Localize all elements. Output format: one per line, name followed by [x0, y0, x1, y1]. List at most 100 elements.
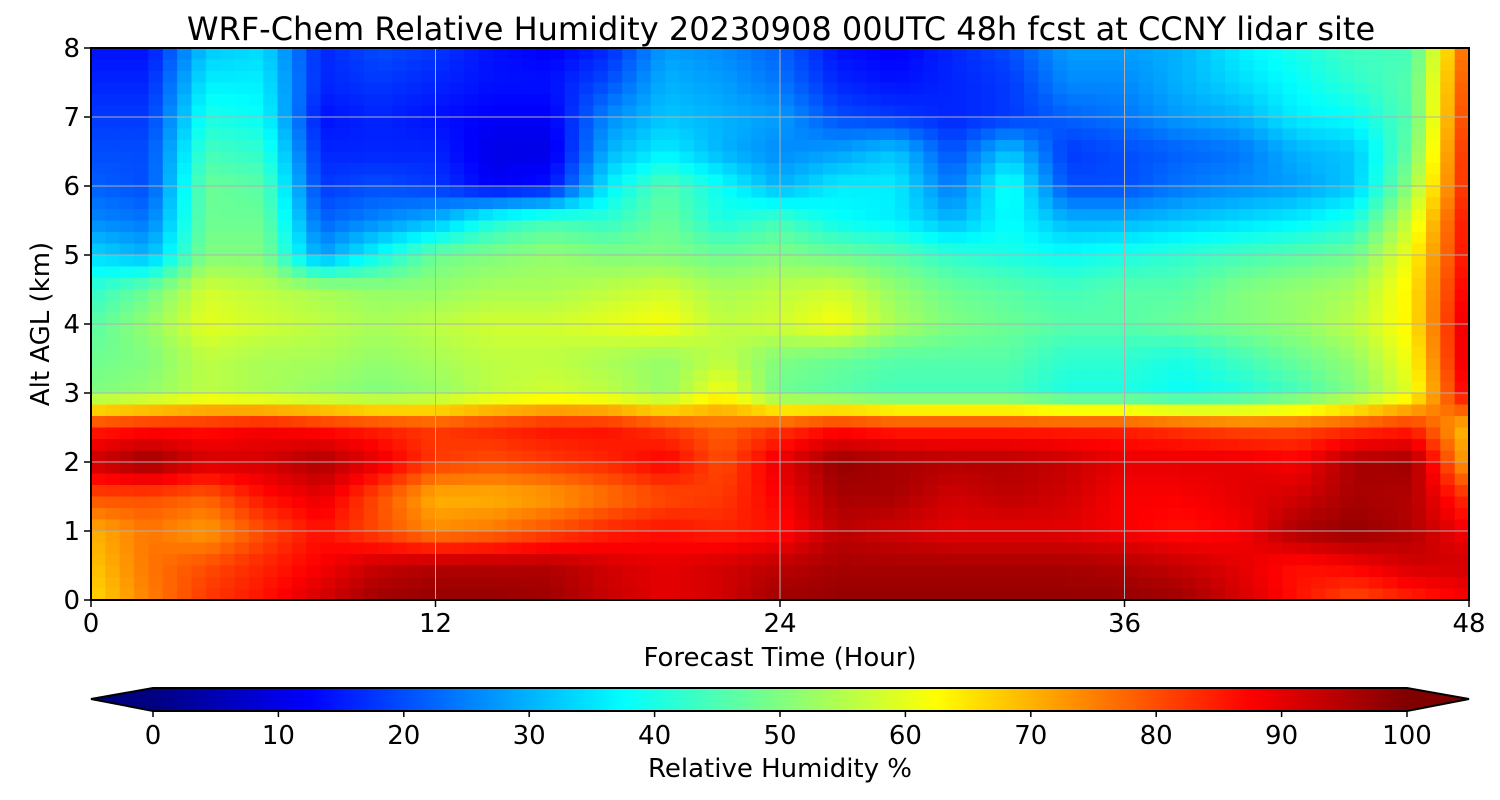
heatmap-cell — [406, 105, 422, 118]
heatmap-cell — [794, 508, 810, 521]
heatmap-cell — [535, 266, 551, 279]
heatmap-cell — [579, 94, 594, 107]
heatmap-cell — [306, 519, 322, 532]
heatmap-cell — [291, 462, 307, 475]
heatmap-cell — [765, 439, 781, 452]
heatmap-cell — [607, 174, 623, 187]
heatmap-cell — [320, 71, 336, 84]
heatmap-cell — [823, 381, 839, 394]
heatmap-cell — [751, 554, 767, 567]
heatmap-cell — [492, 439, 508, 452]
heatmap-cell — [1239, 71, 1255, 84]
heatmap-cell — [1440, 324, 1456, 337]
heatmap-cell — [320, 473, 336, 486]
heatmap-cell — [1282, 266, 1298, 279]
heatmap-cell — [722, 71, 738, 84]
heatmap-cell — [277, 554, 293, 567]
heatmap-cell — [349, 347, 365, 360]
heatmap-cell — [1268, 462, 1283, 475]
heatmap-cell — [866, 174, 882, 187]
heatmap-cell — [507, 301, 523, 314]
heatmap-cell — [234, 232, 250, 245]
heatmap-cell — [937, 140, 953, 153]
heatmap-cell — [837, 186, 853, 199]
heatmap-cell — [995, 347, 1011, 360]
heatmap-cell — [478, 117, 494, 130]
heatmap-cell — [708, 358, 724, 371]
heatmap-cell — [780, 404, 795, 417]
heatmap-cell — [894, 94, 910, 107]
heatmap-cell — [579, 542, 594, 555]
heatmap-cell — [1296, 404, 1312, 417]
heatmap-cell — [320, 220, 336, 233]
heatmap-cell — [679, 301, 695, 314]
heatmap-cell — [1253, 542, 1269, 555]
heatmap-cell — [349, 255, 365, 268]
heatmap-cell — [306, 496, 322, 509]
heatmap-cell — [291, 312, 307, 325]
heatmap-cell — [1224, 347, 1240, 360]
heatmap-cell — [320, 312, 336, 325]
heatmap-cell — [1411, 496, 1427, 509]
heatmap-cell — [1440, 577, 1456, 590]
heatmap-cell — [378, 220, 394, 233]
heatmap-cell — [952, 347, 968, 360]
heatmap-cell — [406, 71, 422, 84]
heatmap-cell — [1354, 128, 1370, 141]
heatmap-cell — [1296, 554, 1312, 567]
heatmap-cell — [1110, 232, 1126, 245]
heatmap-cell — [1110, 105, 1126, 118]
heatmap-cell — [751, 519, 767, 532]
heatmap-cell — [105, 473, 121, 486]
heatmap-cell — [421, 301, 437, 314]
heatmap-cell — [650, 404, 666, 417]
heatmap-cell — [205, 473, 221, 486]
heatmap-cell — [421, 335, 437, 348]
heatmap-cell — [693, 209, 709, 222]
heatmap-cell — [205, 358, 221, 371]
heatmap-cell — [708, 577, 724, 590]
heatmap-cell — [1167, 128, 1183, 141]
heatmap-cell — [650, 163, 666, 176]
heatmap-cell — [1067, 94, 1083, 107]
heatmap-cell — [535, 416, 551, 429]
heatmap-cell — [507, 289, 523, 302]
heatmap-cell — [794, 485, 810, 498]
heatmap-cell — [579, 565, 594, 578]
heatmap-cell — [851, 381, 867, 394]
heatmap-cell — [780, 255, 795, 268]
heatmap-cell — [1282, 565, 1298, 578]
heatmap-cell — [320, 439, 336, 452]
heatmap-cell — [306, 186, 322, 199]
heatmap-cell — [162, 519, 178, 532]
heatmap-cell — [177, 197, 193, 210]
heatmap-cell — [1224, 439, 1240, 452]
heatmap-cell — [622, 324, 638, 337]
heatmap-cell — [291, 186, 307, 199]
heatmap-cell — [1296, 301, 1312, 314]
heatmap-cell — [866, 186, 882, 199]
heatmap-cell — [1138, 416, 1154, 429]
heatmap-cell — [291, 485, 307, 498]
heatmap-cell — [866, 197, 882, 210]
heatmap-cell — [507, 370, 523, 383]
heatmap-cell — [1110, 324, 1126, 337]
heatmap-cell — [464, 266, 480, 279]
heatmap-cell — [1253, 140, 1269, 153]
heatmap-cell — [177, 151, 193, 164]
heatmap-cell — [1397, 439, 1413, 452]
heatmap-cell — [435, 289, 451, 302]
heatmap-cell — [478, 82, 494, 95]
heatmap-cell — [866, 82, 882, 95]
heatmap-cell — [607, 358, 623, 371]
heatmap-cell — [1239, 243, 1255, 256]
heatmap-cell — [1224, 381, 1240, 394]
heatmap-cell — [966, 94, 982, 107]
heatmap-cell — [607, 577, 623, 590]
heatmap-cell — [535, 565, 551, 578]
heatmap-cell — [134, 335, 150, 348]
heatmap-cell — [378, 404, 394, 417]
heatmap-cell — [119, 186, 135, 199]
heatmap-cell — [808, 450, 824, 463]
heatmap-cell — [349, 519, 365, 532]
